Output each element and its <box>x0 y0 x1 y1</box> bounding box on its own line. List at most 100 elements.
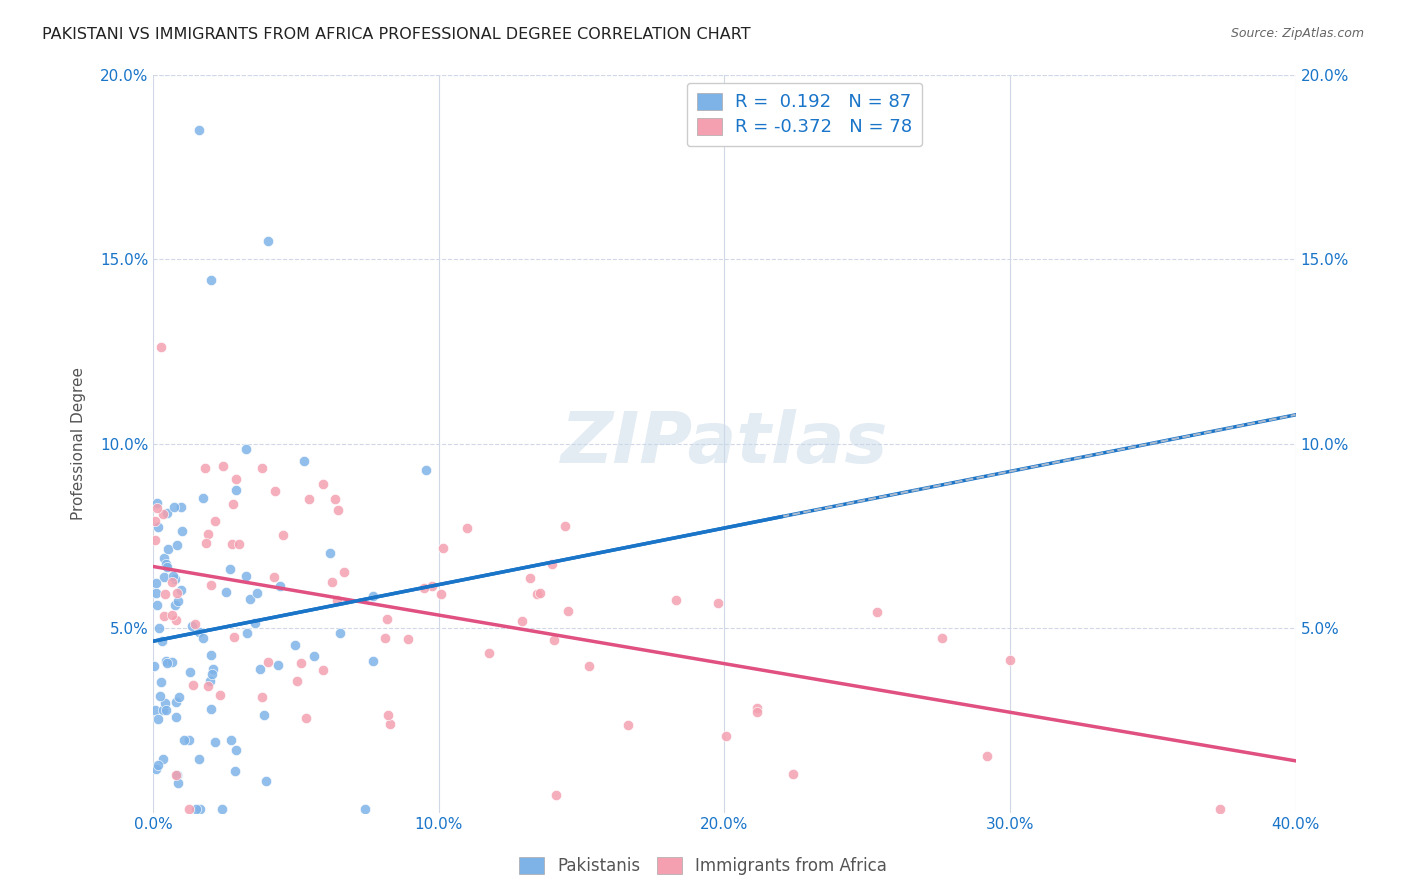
Point <box>329 625 352 640</box>
Point <box>200 578 222 592</box>
Point <box>143 533 166 547</box>
Point <box>254 774 277 789</box>
Point <box>239 591 262 606</box>
Point <box>236 626 259 640</box>
Point <box>377 707 399 722</box>
Point <box>253 707 276 722</box>
Point <box>204 734 226 748</box>
Point <box>162 569 184 583</box>
Point <box>526 587 548 601</box>
Point <box>160 656 183 670</box>
Point <box>155 653 177 667</box>
Point <box>271 528 294 542</box>
Legend: Pakistanis, Immigrants from Africa: Pakistanis, Immigrants from Africa <box>510 849 896 884</box>
Point <box>554 518 576 533</box>
Point <box>378 717 401 731</box>
Point <box>163 500 186 514</box>
Point <box>187 624 209 639</box>
Point <box>200 702 222 716</box>
Point <box>165 695 187 709</box>
Point <box>197 527 219 541</box>
Point <box>456 521 478 535</box>
Point <box>295 710 318 724</box>
Point <box>1209 802 1232 816</box>
Point <box>285 673 308 688</box>
Point <box>422 579 444 593</box>
Point <box>149 690 172 704</box>
Point <box>201 662 224 676</box>
Point <box>143 703 166 717</box>
Point <box>188 802 211 816</box>
Point <box>510 614 533 628</box>
Point <box>747 700 769 714</box>
Point <box>225 743 247 757</box>
Point <box>181 678 204 692</box>
Point <box>931 631 953 645</box>
Point <box>153 587 176 601</box>
Point <box>215 585 238 599</box>
Point <box>146 496 169 510</box>
Point <box>235 569 257 583</box>
Point <box>146 500 169 515</box>
Point <box>177 733 200 747</box>
Point <box>363 589 385 603</box>
Point <box>200 648 222 662</box>
Point <box>225 472 247 486</box>
Point <box>976 749 998 764</box>
Point <box>149 340 172 354</box>
Point <box>152 703 174 717</box>
Point <box>146 520 169 534</box>
Point <box>153 696 176 710</box>
Point <box>998 653 1021 667</box>
Y-axis label: Professional Degree: Professional Degree <box>72 367 86 520</box>
Point <box>326 592 349 607</box>
Point <box>263 483 285 498</box>
Point <box>198 673 221 688</box>
Point <box>165 613 187 627</box>
Point <box>148 712 170 726</box>
Point <box>243 615 266 630</box>
Point <box>706 596 728 610</box>
Point <box>267 657 290 672</box>
Text: PAKISTANI VS IMMIGRANTS FROM AFRICA PROFESSIONAL DEGREE CORRELATION CHART: PAKISTANI VS IMMIGRANTS FROM AFRICA PROF… <box>42 27 751 42</box>
Point <box>165 598 187 612</box>
Point <box>160 607 183 622</box>
Point <box>361 654 384 668</box>
Point <box>714 729 737 743</box>
Point <box>375 612 398 626</box>
Point <box>170 582 193 597</box>
Point <box>194 461 217 475</box>
Point <box>194 536 217 550</box>
Point <box>170 524 193 538</box>
Point <box>246 585 269 599</box>
Point <box>326 503 349 517</box>
Point <box>191 632 214 646</box>
Point <box>312 663 335 677</box>
Point <box>156 506 179 520</box>
Point <box>145 762 167 776</box>
Point <box>145 586 167 600</box>
Point <box>221 498 243 512</box>
Text: Source: ZipAtlas.com: Source: ZipAtlas.com <box>1230 27 1364 40</box>
Point <box>163 572 186 586</box>
Point <box>578 659 600 673</box>
Point <box>208 689 231 703</box>
Point <box>782 767 804 781</box>
Point <box>142 659 165 673</box>
Point <box>557 604 579 618</box>
Point <box>544 788 567 802</box>
Point <box>529 586 551 600</box>
Point <box>150 633 173 648</box>
Point <box>235 442 257 456</box>
Point <box>152 752 174 766</box>
Point <box>374 631 396 645</box>
Point <box>200 273 222 287</box>
Point <box>396 632 419 646</box>
Legend: R =  0.192   N = 87, R = -0.372   N = 78: R = 0.192 N = 87, R = -0.372 N = 78 <box>686 83 922 146</box>
Point <box>165 767 187 781</box>
Point <box>543 632 565 647</box>
Point <box>167 690 190 704</box>
Point <box>292 454 315 468</box>
Point <box>478 646 501 660</box>
Point <box>150 674 173 689</box>
